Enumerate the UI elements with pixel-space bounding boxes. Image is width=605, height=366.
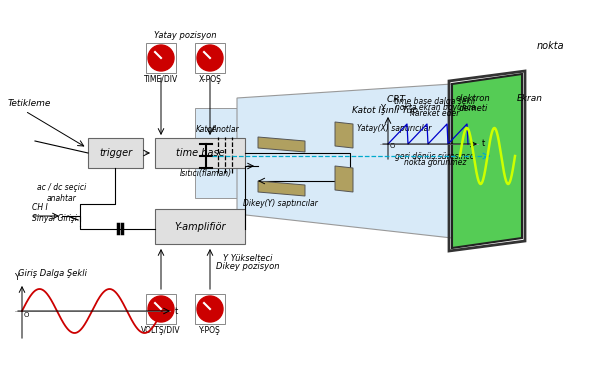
Text: Y: Y: [380, 104, 385, 113]
Circle shape: [197, 45, 223, 71]
Text: time base dalga şekli: time base dalga şekli: [394, 97, 476, 106]
Text: Giriş Dalga Şekli: Giriş Dalga Şekli: [18, 269, 87, 278]
Text: O: O: [390, 143, 396, 149]
Text: Ekran: Ekran: [517, 94, 543, 103]
Text: Yatay(X) saptırıcılar: Yatay(X) saptırıcılar: [357, 124, 431, 133]
Bar: [195, 43, 225, 73]
Text: trigger: trigger: [99, 148, 132, 158]
Text: Tetikleme: Tetikleme: [8, 100, 51, 108]
Text: elektron
demeti: elektron demeti: [456, 94, 490, 113]
Text: Anotlar: Anotlar: [211, 125, 239, 134]
Text: O: O: [24, 312, 30, 318]
Polygon shape: [258, 181, 305, 196]
Bar: [195, 294, 225, 324]
Text: Isıtıcı(flaman): Isıtıcı(flaman): [180, 169, 232, 178]
Text: ac / dc seçici
anahtar: ac / dc seçici anahtar: [38, 183, 87, 203]
Text: CRT: CRT: [364, 95, 405, 104]
Text: nokta görünmez: nokta görünmez: [404, 158, 466, 167]
Bar: [146, 294, 176, 324]
Circle shape: [148, 45, 174, 71]
Circle shape: [197, 296, 223, 322]
Text: nokta ekran boyunca: nokta ekran boyunca: [394, 103, 476, 112]
Text: Y Yükselteci: Y Yükselteci: [223, 254, 273, 263]
Text: geri dönüş süresince: geri dönüş süresince: [395, 152, 475, 161]
Polygon shape: [258, 137, 305, 152]
Text: Y-POŞ: Y-POŞ: [199, 326, 221, 335]
Polygon shape: [335, 122, 353, 148]
Text: Dikey(Y) saptırıcılar: Dikey(Y) saptırıcılar: [243, 199, 318, 208]
Bar: [155, 209, 245, 244]
Text: Katot: Katot: [196, 125, 216, 134]
Text: hareket eder: hareket eder: [410, 109, 460, 118]
Text: Dikey pozisyon: Dikey pozisyon: [216, 262, 280, 271]
Text: CH I
Sinyal Girişi: CH I Sinyal Girişi: [32, 203, 77, 223]
Text: Y: Y: [14, 273, 19, 282]
Text: TIME/DIV: TIME/DIV: [144, 75, 178, 84]
Polygon shape: [237, 84, 452, 238]
Text: VOLTŞ/DIV: VOLTŞ/DIV: [141, 326, 181, 335]
Text: Katot Işınlı Tüp: Katot Işınlı Tüp: [352, 106, 418, 115]
Circle shape: [148, 296, 174, 322]
Bar: [88, 138, 143, 168]
Text: t: t: [175, 306, 178, 315]
Text: X-POŞ: X-POŞ: [198, 75, 221, 84]
Polygon shape: [335, 166, 353, 192]
Text: Yatay pozisyon: Yatay pozisyon: [154, 31, 216, 40]
Bar: [146, 43, 176, 73]
Polygon shape: [452, 74, 522, 248]
Text: Y-amplifiör: Y-amplifiör: [174, 221, 226, 232]
Text: time base: time base: [175, 148, 224, 158]
Bar: [155, 138, 245, 168]
Text: nokta: nokta: [536, 41, 564, 51]
Text: t: t: [482, 139, 485, 149]
Polygon shape: [195, 108, 237, 198]
